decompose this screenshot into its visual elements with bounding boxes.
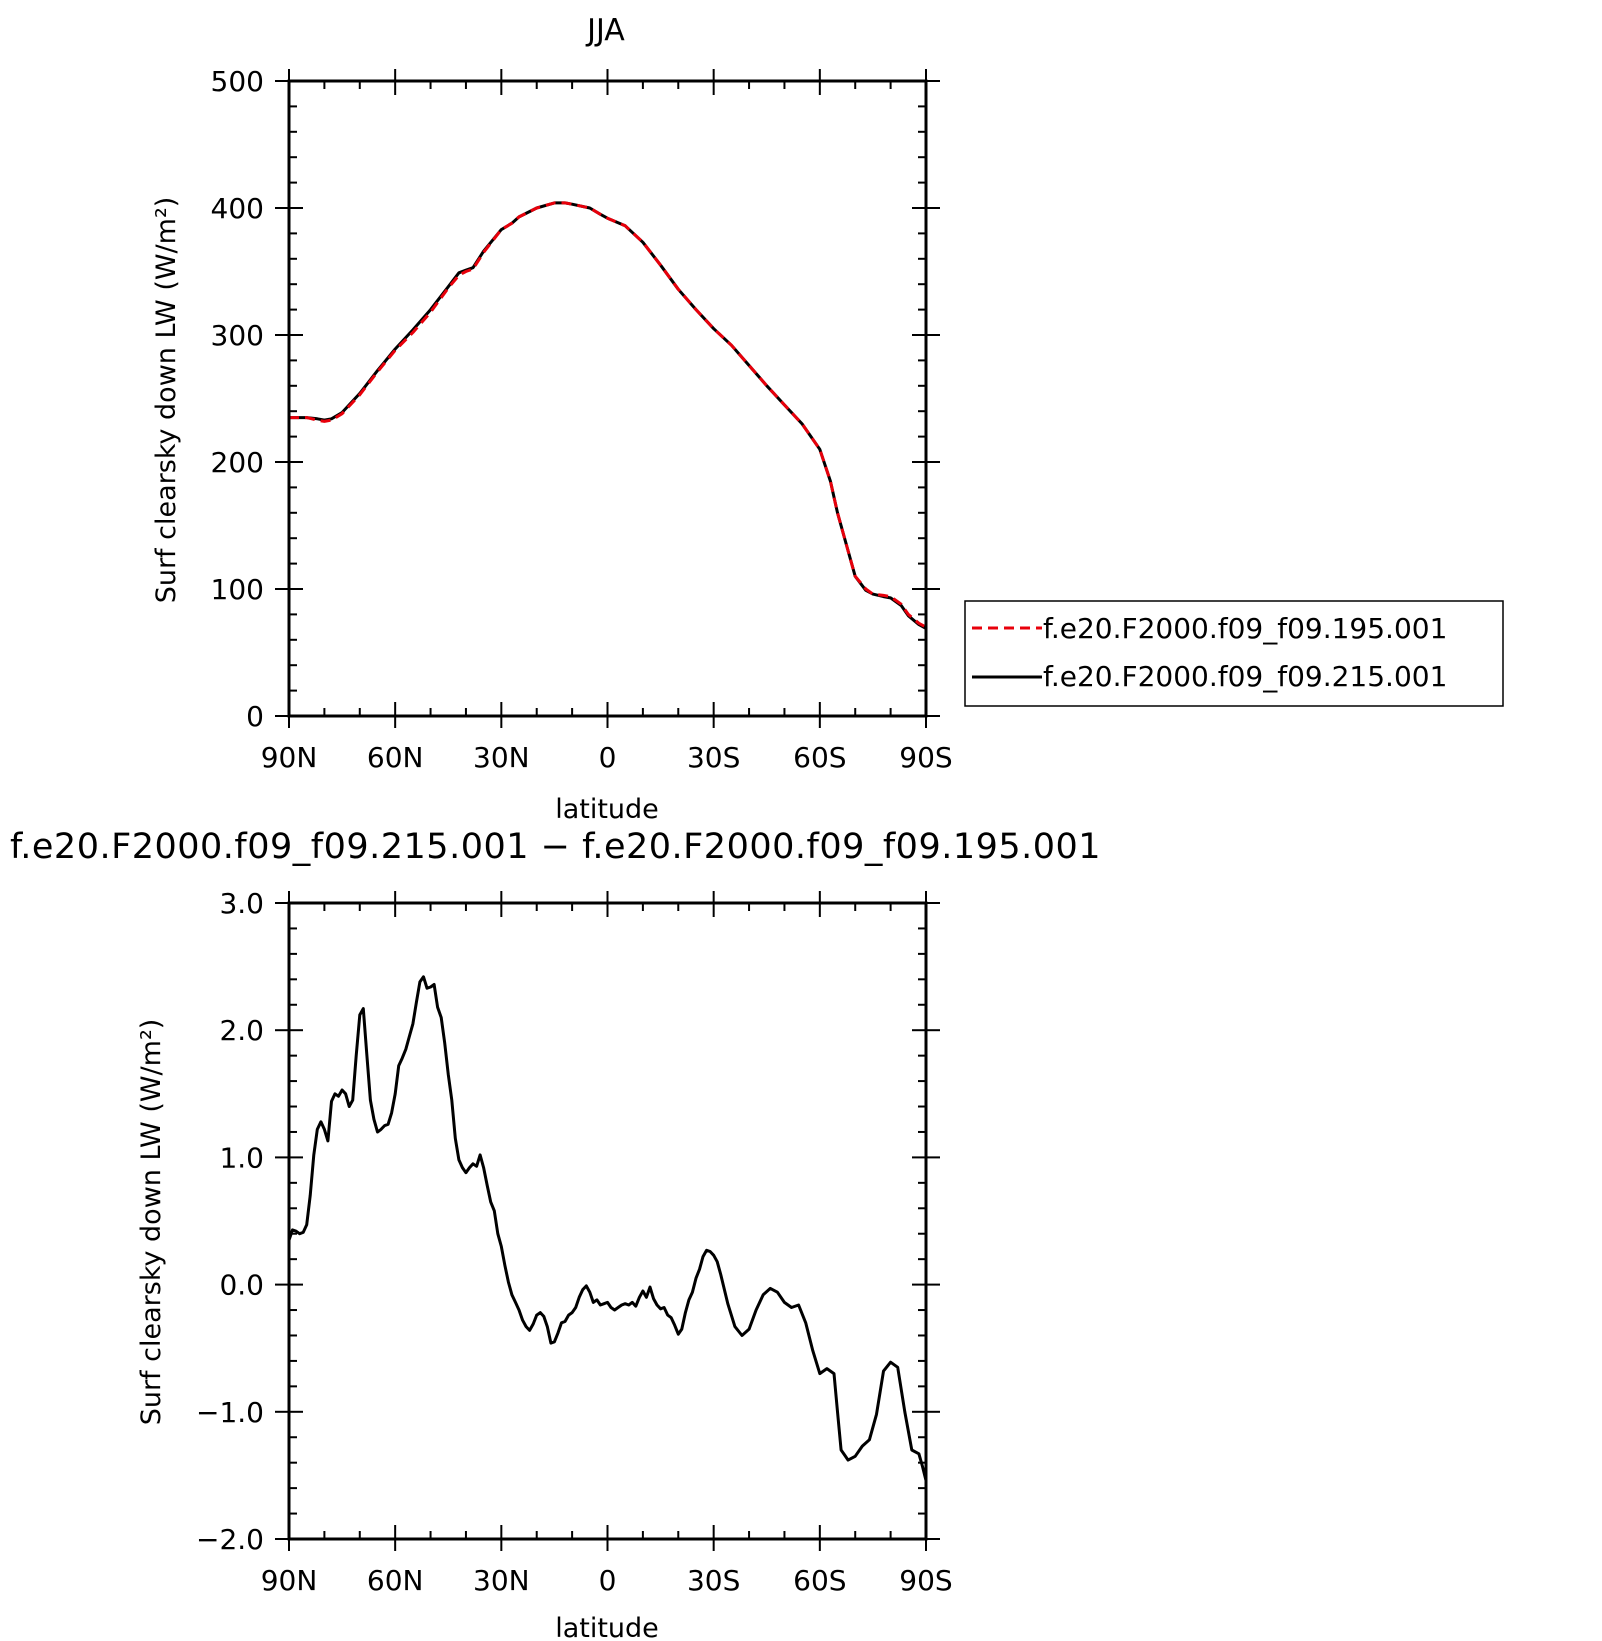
top-ylabel: Surf clearsky down LW (W/m²)	[151, 197, 182, 604]
bottom-x-tick-label: 0	[599, 1564, 617, 1597]
bottom-xlabel: latitude	[555, 1613, 659, 1641]
bottom-x-tick-label: 90N	[261, 1564, 318, 1597]
top-y-tick-label: 200	[211, 446, 264, 479]
bottom-y-tick-label: −2.0	[196, 1523, 264, 1556]
bottom-panel: f.e20.F2000.f09_f09.215.001 − f.e20.F200…	[10, 827, 1101, 1641]
legend-label-run-a: f.e20.F2000.f09_f09.195.001	[1043, 612, 1447, 645]
bottom-y-tick-label: 2.0	[219, 1014, 264, 1047]
bottom-title: f.e20.F2000.f09_f09.215.001 − f.e20.F200…	[10, 827, 1101, 867]
bottom-plot-area: 90N 60N 30N 0 30S 60S 90S −2.0 −1.0 0.0 1.0 2.0 3.0	[196, 887, 953, 1597]
bottom-series-line-0	[287, 975, 928, 1481]
top-series-line-0	[289, 201, 927, 629]
legend-box	[964, 600, 1504, 707]
legend-label-run-b: f.e20.F2000.f09_f09.215.001	[1043, 660, 1447, 693]
top-y-tick-label: 0	[246, 700, 264, 733]
bottom-y-tick-label: 3.0	[219, 887, 264, 920]
top-y-tick-label: 300	[211, 319, 264, 352]
top-x-tick-label: 90N	[261, 741, 318, 774]
top-plot-frame	[287, 79, 928, 718]
bottom-ylabel: Surf clearsky down LW (W/m²)	[136, 1019, 167, 1426]
top-x-tick-label: 90S	[899, 741, 952, 774]
top-x-tick-label: 60S	[793, 741, 846, 774]
bottom-x-tick-label: 60N	[367, 1564, 424, 1597]
bottom-y-tick-label: 1.0	[219, 1141, 264, 1174]
top-series-line-1	[289, 201, 927, 630]
top-x-tick-label: 30N	[473, 741, 530, 774]
bottom-y-tick-label: −1.0	[196, 1396, 264, 1429]
bottom-y-tick-label: 0.0	[219, 1269, 264, 1302]
top-panel: JJA 90N 60N 30N 0 30S 60S 90S0100200300400500 …	[151, 13, 1504, 825]
bottom-x-tick-label: 30N	[473, 1564, 530, 1597]
top-xlabel: latitude	[555, 794, 659, 825]
top-plot-area: 90N 60N 30N 0 30S 60S 90S 0 100 200 300 400 500	[211, 65, 953, 774]
legend: f.e20.F2000.f09_f09.195.001 f.e20.F2000.…	[964, 600, 1504, 707]
bottom-x-tick-label: 90S	[899, 1564, 952, 1597]
top-x-tick-label: 60N	[367, 741, 424, 774]
top-y-tick-label: 500	[211, 65, 264, 98]
bottom-x-tick-label: 30S	[687, 1564, 740, 1597]
bottom-x-tick-label: 60S	[793, 1564, 846, 1597]
bottom-plot-frame	[287, 901, 928, 1541]
top-title: JJA	[585, 13, 625, 48]
top-x-tick-label: 0	[599, 741, 617, 774]
top-x-tick-label: 30S	[687, 741, 740, 774]
top-y-tick-label: 100	[211, 573, 264, 606]
top-y-tick-label: 400	[211, 192, 264, 225]
